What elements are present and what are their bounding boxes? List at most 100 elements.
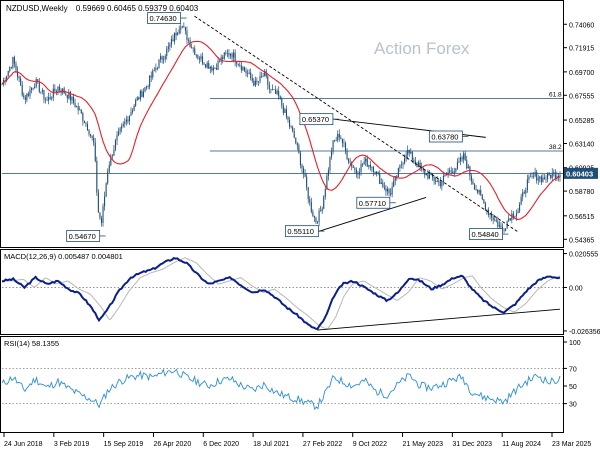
candle-body xyxy=(411,151,413,160)
candle-body xyxy=(475,189,477,190)
candle-body xyxy=(470,176,472,182)
annotation-box xyxy=(284,225,319,238)
price-annotations: 0.74630 0.54670 0.65370 0.55110 0.57710 0.637… xyxy=(66,12,509,242)
chart-header: NZDUSD,Weekly 0.59669 0.60465 0.59379 0.… xyxy=(6,4,199,13)
candle-body xyxy=(71,96,73,101)
candle-body xyxy=(338,134,340,138)
candle-body xyxy=(442,175,444,182)
candle-body xyxy=(242,67,244,71)
candle-body xyxy=(65,93,67,95)
candle-body xyxy=(41,89,43,92)
candle-body xyxy=(169,44,171,47)
price-tick-label: 0.69700 xyxy=(569,70,594,77)
candle-body xyxy=(453,171,455,174)
candle-body xyxy=(439,181,441,187)
candle-body xyxy=(32,87,34,89)
candle-body xyxy=(44,99,47,101)
macd-signal-line xyxy=(2,257,561,330)
candle-body xyxy=(248,72,250,74)
candle-body xyxy=(159,56,162,60)
candle-body xyxy=(405,154,407,159)
candle-body xyxy=(379,173,381,184)
candle-body xyxy=(228,53,230,56)
candle-body xyxy=(231,53,233,58)
candle-body xyxy=(144,87,146,92)
candle-body xyxy=(215,68,218,70)
candle-body xyxy=(554,172,556,179)
candle-body xyxy=(181,26,183,28)
candle-body xyxy=(7,70,9,77)
macd-axis: 0.020555 0.00 -0.026356 xyxy=(563,252,600,336)
candle-body xyxy=(80,109,82,114)
candle-body xyxy=(545,179,547,180)
candle-body xyxy=(298,145,300,153)
candle-body xyxy=(170,39,172,45)
candle-body xyxy=(559,174,561,177)
candle-body xyxy=(250,72,252,78)
candle-body xyxy=(13,57,15,64)
candle-body xyxy=(149,75,151,87)
candle-body xyxy=(351,161,353,167)
candle-body xyxy=(461,157,463,160)
candle-body xyxy=(302,168,305,174)
candle-body xyxy=(74,102,76,108)
candle-body xyxy=(418,162,420,168)
candle-body xyxy=(489,214,491,215)
candle-body xyxy=(352,166,354,168)
candle-body xyxy=(327,170,329,176)
candle-body xyxy=(1,83,3,85)
candle-body xyxy=(38,81,40,92)
candle-body xyxy=(23,95,25,98)
watermark: Action Forex xyxy=(374,39,470,58)
candle-body xyxy=(494,219,496,221)
candle-body xyxy=(486,209,488,211)
candle-body xyxy=(229,53,232,56)
candle-body xyxy=(118,131,120,136)
price-tick-label: 0.67555 xyxy=(569,93,594,100)
candle-body xyxy=(214,68,216,69)
candle-body xyxy=(324,189,326,197)
candle-body xyxy=(430,173,432,175)
candle-body xyxy=(267,76,269,86)
price-panel xyxy=(0,0,564,248)
trendline xyxy=(317,196,427,233)
candle-body xyxy=(173,32,176,42)
price-tick-label: 0.65285 xyxy=(569,118,594,125)
annotation-label: 0.54670 xyxy=(69,232,96,241)
candle-body xyxy=(52,88,54,98)
candle-body xyxy=(275,89,277,94)
candle-body xyxy=(198,58,200,60)
annotation-box xyxy=(147,12,181,24)
candle-body xyxy=(505,228,507,231)
candle-body xyxy=(279,95,281,99)
candle-body xyxy=(94,142,96,161)
candle-body xyxy=(304,173,306,177)
candle-body xyxy=(330,151,333,157)
candle-body xyxy=(243,67,246,71)
candle-body xyxy=(515,213,518,217)
candle-body xyxy=(177,33,179,36)
candle-body xyxy=(262,75,264,77)
time-tick-label: 23 Mar 2025 xyxy=(552,441,591,448)
candle-body xyxy=(206,63,208,68)
candle-body xyxy=(104,196,106,207)
candle-body xyxy=(371,167,373,168)
time-tick-label: 11 Aug 2024 xyxy=(502,441,541,448)
candle-body xyxy=(58,86,61,90)
candle-body xyxy=(410,151,412,154)
candle-body xyxy=(51,97,53,99)
candle-body xyxy=(158,59,160,68)
price-tick-label: 0.58780 xyxy=(569,189,594,196)
time-tick-label: 3 Feb 2019 xyxy=(54,441,90,448)
candle-body xyxy=(393,180,395,187)
candle-body xyxy=(146,86,148,88)
candle-body xyxy=(189,40,191,48)
candle-body xyxy=(108,165,110,172)
candle-body xyxy=(233,52,235,58)
candle-body xyxy=(268,85,270,89)
candle-body xyxy=(372,167,375,172)
candle-body xyxy=(299,152,301,165)
candle-body xyxy=(388,189,390,194)
candle-body xyxy=(37,79,39,82)
candle-body xyxy=(413,159,415,162)
